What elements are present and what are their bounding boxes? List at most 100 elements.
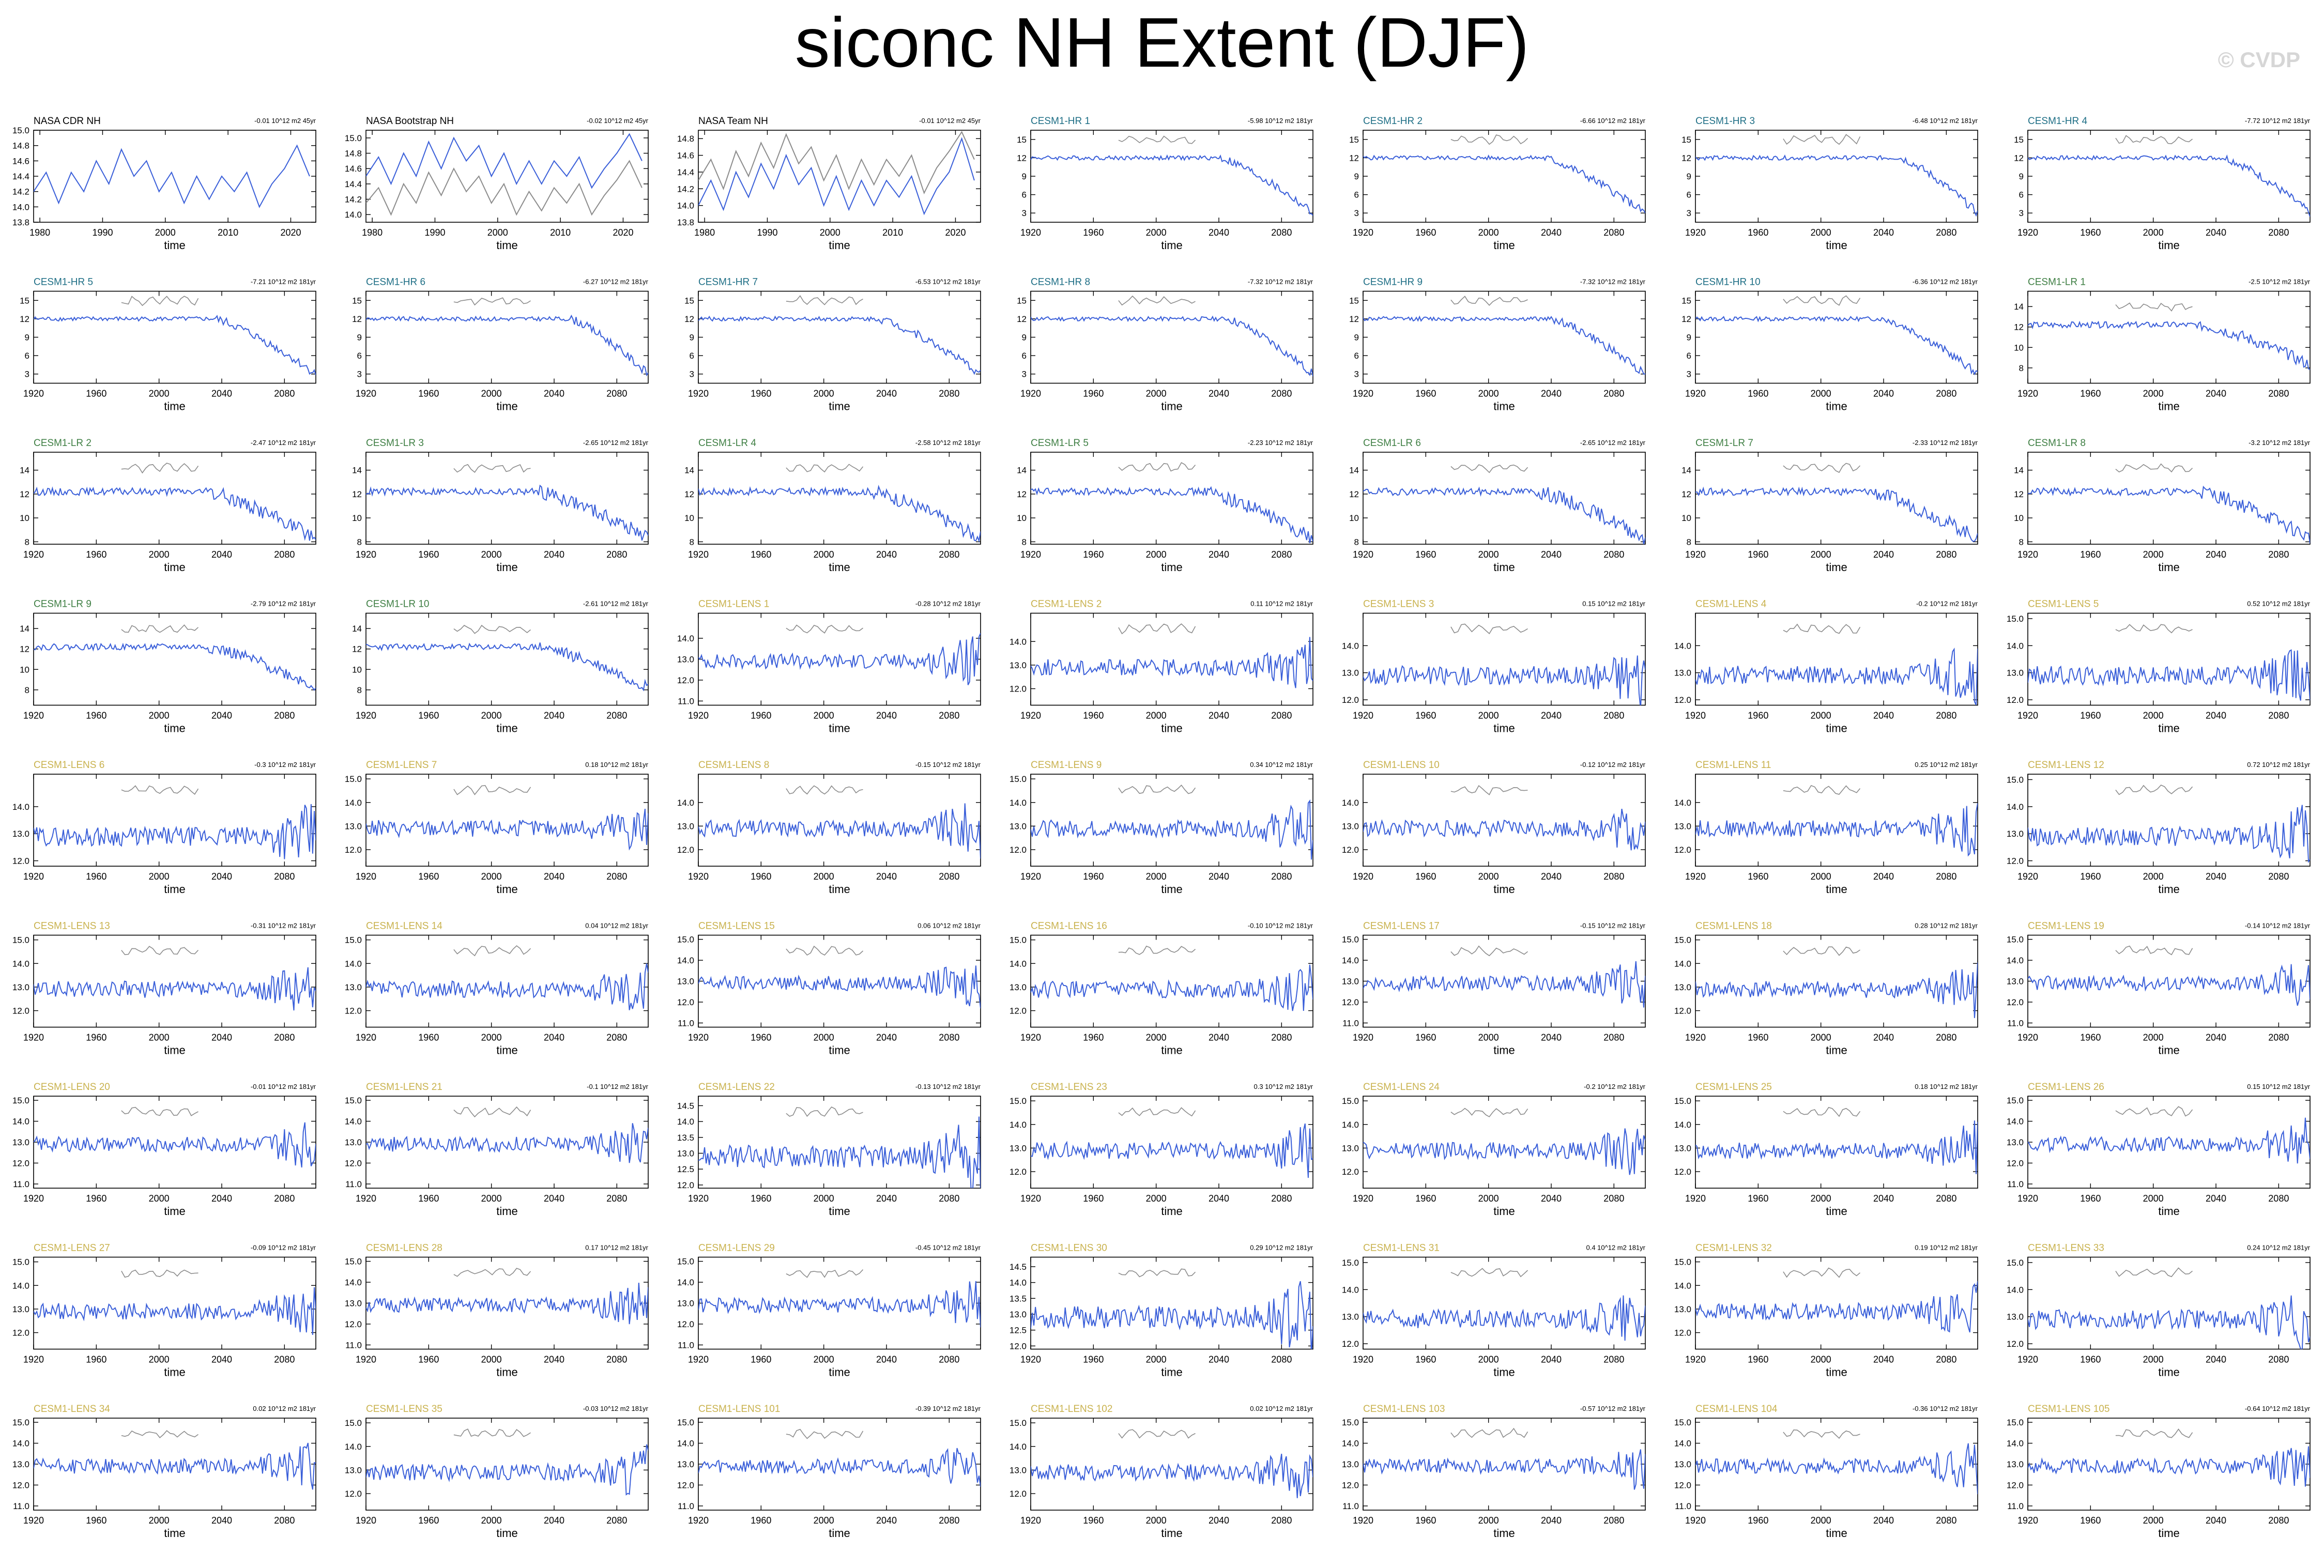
y-tick-label: 12.0 — [345, 1319, 362, 1329]
x-tick-label: 2000 — [814, 549, 834, 560]
x-tick-label: 1920 — [1685, 1515, 1706, 1526]
panel-frame — [1030, 1256, 1313, 1350]
x-tick-label: 1920 — [356, 871, 376, 882]
x-tick-label: 2010 — [218, 227, 238, 238]
x-tick-label: 1960 — [2080, 1033, 2101, 1043]
x-tick-label: 2000 — [1478, 711, 1499, 721]
x-tick-label: 2080 — [2268, 1033, 2289, 1043]
x-tick-label: 2000 — [2143, 1515, 2164, 1526]
y-tick-label: 11.0 — [1675, 1501, 1691, 1511]
y-tick-label: 3 — [1022, 370, 1027, 379]
y-tick-label: 15.0 — [1674, 935, 1691, 945]
x-tick-label: 2040 — [1873, 549, 1894, 560]
y-tick-label: 13.0 — [1342, 668, 1359, 678]
panel-title: CESM1-HR 8 — [1031, 277, 1090, 288]
panel-frame — [365, 290, 649, 384]
x-tick-label: 1960 — [751, 871, 771, 882]
x-tick-label: 2000 — [1146, 1515, 1167, 1526]
obs-inset-line — [1118, 785, 1196, 794]
y-tick-label: 9 — [1687, 333, 1691, 343]
x-axis-label: time — [829, 1044, 850, 1057]
panel-title: CESM1-LENS 32 — [1695, 1243, 1772, 1254]
panel-trend: -7.32 10^12 m2 181yr — [1248, 278, 1313, 286]
y-tick-label: 12 — [1681, 314, 1691, 324]
panel-trend: -6.53 10^12 m2 181yr — [915, 278, 981, 286]
y-tick-label: 9 — [1687, 172, 1691, 181]
x-axis-label: time — [496, 722, 518, 735]
x-tick-label: 2000 — [1811, 1033, 1831, 1043]
x-tick-label: 2040 — [1209, 1515, 1229, 1526]
y-tick-label: 14.6 — [677, 151, 694, 161]
y-tick-label: 12.0 — [12, 1328, 29, 1338]
panel-trend: -6.66 10^12 m2 181yr — [1580, 117, 1646, 125]
x-axis-label: time — [1493, 1527, 1515, 1540]
panel-frame — [1030, 934, 1313, 1028]
x-axis-label: time — [829, 1205, 850, 1218]
x-tick-label: 2000 — [481, 1193, 502, 1204]
x-tick-label: 1920 — [356, 1193, 376, 1204]
y-tick-label: 15 — [1349, 135, 1359, 145]
x-axis-label: time — [1826, 883, 1847, 896]
panel: CESM1-LENS 5 0.52 10^12 m2 181yr 1920 1960 2… — [2007, 599, 2311, 735]
panel-title: CESM1-LENS 34 — [34, 1404, 110, 1415]
y-tick-label: 13.5 — [1010, 1294, 1027, 1303]
panel-title: NASA Team NH — [698, 116, 768, 127]
panel-title: CESM1-LENS 9 — [1031, 760, 1102, 771]
x-tick-label: 2000 — [814, 1515, 834, 1526]
x-tick-label: 1980 — [694, 227, 715, 238]
y-tick-label: 12.0 — [1674, 1480, 1691, 1490]
panel-trend: -2.65 10^12 m2 181yr — [583, 439, 649, 447]
panel-title: CESM1-LENS 18 — [1695, 921, 1772, 932]
panel-title: CESM1-HR 4 — [2028, 116, 2088, 127]
y-tick-label: 14.0 — [2007, 956, 2024, 965]
y-tick-label: 13.0 — [677, 1459, 694, 1469]
panel: NASA CDR NH -0.01 10^12 m2 45yr 1980 1990 20… — [12, 116, 316, 252]
x-axis-label: time — [2158, 561, 2180, 574]
panel-frame — [33, 774, 316, 867]
y-tick-label: 13.0 — [677, 977, 694, 987]
x-tick-label: 2000 — [1146, 871, 1167, 882]
x-tick-label: 2000 — [149, 1033, 170, 1043]
x-tick-label: 2080 — [606, 1193, 627, 1204]
y-tick-label: 15.0 — [1674, 1257, 1691, 1267]
panel-trend: -0.01 10^12 m2 45yr — [919, 117, 981, 125]
series-line — [1363, 315, 1645, 375]
series-line — [2028, 485, 2310, 544]
panel-title: CESM1-LENS 20 — [34, 1082, 110, 1093]
panel-title: CESM1-LENS 25 — [1695, 1082, 1772, 1093]
y-tick-label: 14.0 — [12, 802, 29, 812]
y-tick-label: 13.0 — [12, 1304, 29, 1314]
y-tick-label: 15.0 — [2007, 775, 2024, 785]
panel-trend: -3.2 10^12 m2 181yr — [2249, 439, 2311, 447]
panel-frame — [365, 1096, 649, 1189]
panel-frame — [698, 612, 981, 706]
x-tick-label: 2080 — [1936, 1193, 1956, 1204]
panel: CESM1-HR 8 -7.32 10^12 m2 181yr 1920 1960 20… — [1017, 277, 1313, 413]
x-axis-label: time — [2158, 1366, 2180, 1379]
series-line — [1363, 808, 1645, 851]
obs-inset-line — [786, 624, 863, 634]
x-tick-label: 1960 — [2080, 711, 2101, 721]
x-tick-label: 2080 — [1271, 1355, 1292, 1365]
x-tick-label: 2040 — [2206, 549, 2226, 560]
x-tick-label: 2000 — [1811, 711, 1831, 721]
panel-trend: -0.1 10^12 m2 181yr — [587, 1083, 649, 1090]
x-tick-label: 1920 — [688, 1193, 709, 1204]
y-tick-label: 6 — [1022, 190, 1027, 200]
x-axis-label: time — [164, 883, 186, 896]
y-tick-label: 13.8 — [12, 218, 29, 227]
y-tick-label: 12.0 — [677, 997, 694, 1007]
y-tick-label: 10 — [352, 513, 362, 523]
panel-title: CESM1-LENS 28 — [366, 1243, 442, 1254]
y-tick-label: 12.0 — [677, 1319, 694, 1329]
y-tick-label: 12.0 — [1010, 845, 1027, 855]
x-tick-label: 2040 — [2206, 1193, 2226, 1204]
series-line — [1031, 964, 1313, 1011]
panel-frame — [33, 452, 316, 545]
panel: CESM1-LENS 16 -0.10 10^12 m2 181yr 1920 196… — [1010, 921, 1313, 1057]
y-tick-label: 12 — [2014, 153, 2024, 163]
x-tick-label: 2010 — [550, 227, 571, 238]
panel-frame — [698, 774, 981, 867]
y-tick-label: 15.0 — [2007, 1096, 2024, 1105]
panel-title: CESM1-LENS 3 — [1363, 599, 1434, 610]
